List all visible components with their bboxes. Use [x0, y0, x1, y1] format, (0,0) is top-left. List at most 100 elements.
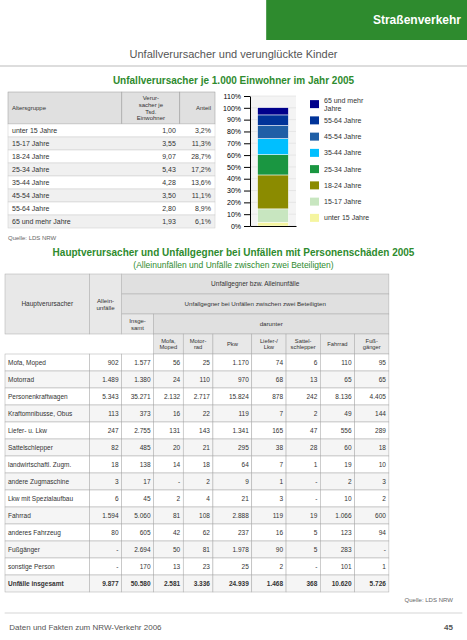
table-cell	[122, 371, 154, 388]
legend-swatch	[310, 165, 319, 173]
table-cell-text: 68	[276, 376, 284, 383]
table-header: Unfallgegner bzw. Alleinunfälle	[211, 280, 300, 288]
y-tick-label: 0%	[231, 223, 241, 230]
table-cell-text: 2	[206, 478, 210, 485]
table-cell	[154, 354, 184, 371]
footer-rule	[5, 613, 463, 614]
table-cell	[154, 371, 184, 388]
y-tick: 10%	[227, 211, 250, 218]
legend-entry: 35-44 Jahre	[324, 149, 361, 156]
table-cell-text: 2	[348, 478, 352, 485]
table-cell	[320, 507, 354, 524]
table-header: Allein-unfälle	[96, 297, 115, 311]
table-cell-text: 9.877	[102, 580, 119, 587]
legend-swatch	[310, 133, 319, 141]
table-cell-text: 18	[379, 444, 387, 451]
table-cell-text: 49	[344, 410, 352, 417]
table-cell	[90, 439, 122, 456]
table-cell-text: 170	[140, 563, 151, 570]
table-cell-text: 24.939	[229, 580, 249, 587]
table-cell-text: 165	[272, 427, 283, 434]
bar-segment	[258, 139, 289, 155]
table-cell	[122, 575, 154, 592]
table-header: Insge-samt	[129, 318, 146, 331]
table-cell-text: 82	[111, 444, 119, 451]
table-cell	[252, 524, 286, 541]
table-cell-text: 28	[310, 444, 318, 451]
table-cell-text: 605	[140, 529, 151, 536]
table-row	[8, 215, 215, 228]
table-cell-text: 20	[173, 444, 181, 451]
table-cell-text: 21	[242, 495, 250, 502]
y-tick: 70%	[227, 140, 250, 147]
table-header-cell	[252, 334, 286, 354]
table-cell-text: 283	[341, 546, 352, 553]
table-header: Unfallgegner bei Unfällen zwischen zwei …	[185, 300, 327, 307]
table-cell	[154, 456, 184, 473]
table-cell-text: andere Zugmaschine	[8, 478, 69, 486]
table-cell-text: 15-17 Jahre	[12, 140, 49, 147]
table-cell	[355, 456, 389, 473]
table-cell	[90, 422, 122, 439]
section-title: Unfallverursacher und verunglückte Kinde…	[130, 48, 338, 60]
table-cell	[183, 456, 213, 473]
table-cell-text: 2	[177, 495, 181, 502]
table-cell	[183, 575, 213, 592]
table-cell	[286, 473, 320, 490]
table-cell	[213, 405, 252, 422]
table-cell-text: 6	[314, 359, 318, 366]
table-cell	[355, 388, 389, 405]
table-cell	[320, 422, 354, 439]
source-note: Quelle: LDS NRW	[405, 597, 454, 603]
table-header: Liefer-/Lkw	[260, 338, 278, 351]
table-cell-text: 18	[111, 461, 119, 468]
table-header-cell	[180, 92, 215, 124]
y-tick-label: 100%	[223, 105, 241, 112]
table-cell-text: 1,00	[162, 127, 176, 134]
table-cell-text: 1.978	[232, 546, 249, 553]
table-cell	[183, 422, 213, 439]
table-cell-text: 2.755	[134, 427, 151, 434]
table-cell	[355, 371, 389, 388]
y-tick: 40%	[227, 175, 250, 182]
table-cell-text: 50.580	[131, 580, 151, 587]
chart-title: Unfallverursacher je 1.000 Einwohner im …	[113, 75, 355, 86]
y-tick: 80%	[227, 128, 250, 135]
y-tick: 60%	[227, 152, 250, 159]
table-cell-text: 9	[245, 478, 249, 485]
table-cell-text: 2.132	[164, 393, 181, 400]
table-cell	[320, 405, 354, 422]
table-cell	[252, 439, 286, 456]
table-cell-text: 119	[273, 512, 284, 519]
table-cell-text: Personenkraftwagen	[8, 393, 68, 401]
table-cell-text: 17,2%	[191, 166, 211, 173]
table-cell	[355, 473, 389, 490]
table-cell	[122, 439, 154, 456]
table-cell-text: 4.405	[370, 393, 387, 400]
page-number: 45	[444, 623, 453, 632]
table-cell-text: 2	[314, 410, 318, 417]
table-cell-text: 1.380	[134, 376, 151, 383]
table-cell-text: 55-64 Jahre	[12, 205, 49, 212]
table-cell-text: 1.170	[232, 359, 249, 366]
table-cell	[286, 558, 320, 575]
table-cell	[154, 524, 184, 541]
table-cell-text: 485	[140, 444, 151, 451]
table-cell	[213, 490, 252, 507]
table-cell-text: 35.271	[131, 393, 151, 400]
table-header: Sattel-schlepper	[291, 338, 316, 351]
table-cell-text: 81	[203, 546, 211, 553]
y-tick-mark	[244, 131, 250, 132]
grid-line	[250, 96, 296, 97]
table-cell-text: -	[315, 478, 317, 485]
table-cell	[154, 575, 184, 592]
table-cell-text: 242	[306, 393, 317, 400]
table-cell-text: 35-44 Jahre	[12, 179, 49, 186]
table-cell	[213, 354, 252, 371]
table-cell	[5, 473, 90, 490]
table-cell	[90, 405, 122, 422]
table-cell-text: 1	[382, 563, 386, 570]
table-header: Hauptverursacher	[21, 300, 73, 308]
table-cell-text: -	[315, 495, 317, 502]
table-cell-text: 9,07	[162, 153, 176, 160]
